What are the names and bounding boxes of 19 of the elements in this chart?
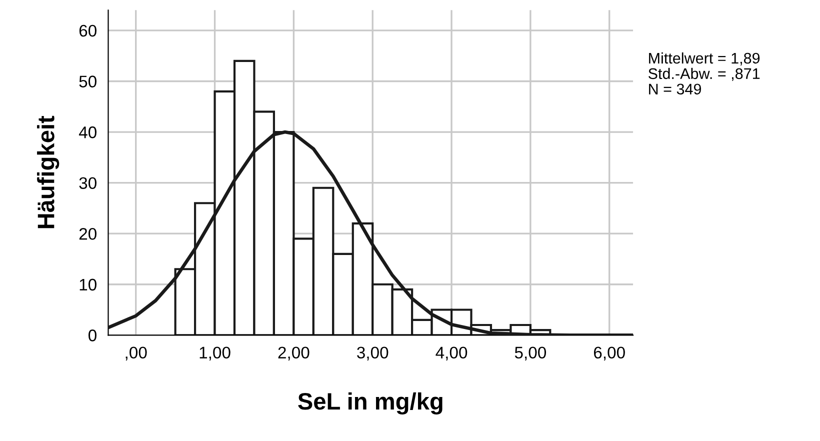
x-tick-label: 5,00 — [514, 346, 546, 360]
x-tick-label: 3,00 — [357, 346, 388, 360]
y-tick-label: 50 — [79, 76, 96, 88]
y-axis-title: Häufigkeit — [37, 116, 60, 228]
y-tick-label: 60 — [79, 24, 96, 37]
y-tick-label: 20 — [79, 228, 96, 240]
x-tick-label: 6,00 — [594, 346, 625, 360]
y-tick-label: 40 — [78, 126, 96, 138]
y-tick-label: 0 — [88, 330, 96, 342]
x-tick-label: 4,00 — [436, 346, 468, 360]
x-tick-label: 2,00 — [278, 346, 310, 360]
x-axis-title: SeL in mg/kg — [298, 392, 442, 414]
text: Mittelwert = 1,89 — [649, 52, 760, 66]
text: Std.-Abw. = ,871 — [648, 68, 760, 81]
x-tick-label: 1,00 — [200, 346, 230, 360]
text: N = 349 — [649, 84, 702, 95]
y-tick-label: 10 — [80, 278, 96, 291]
y-tick-label: 30 — [79, 177, 96, 190]
x-tick-label: ,00 — [126, 346, 147, 360]
